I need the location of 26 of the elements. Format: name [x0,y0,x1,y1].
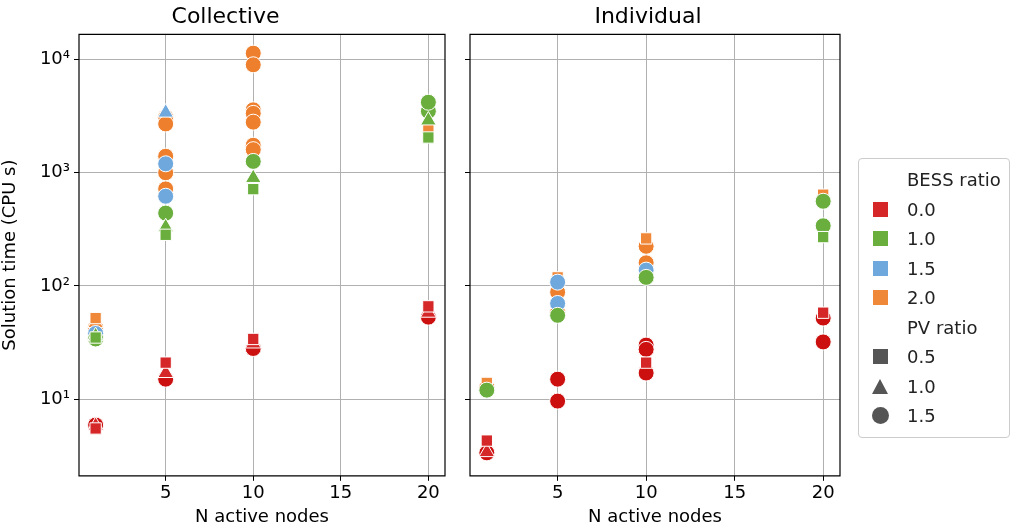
x-tick-label: 20 [811,481,835,503]
y-tick-label: 10² [39,273,70,295]
legend-label: 0.0 [907,198,936,220]
legend-label: 1.0 [907,375,936,397]
x-tick-label: 10 [241,481,265,503]
legend-label: 1.5 [907,405,936,427]
x-tick-label: 5 [551,481,564,503]
y-tick-label: 10⁴ [39,47,70,69]
text: BESS ratio [907,169,1001,191]
x-tick-label: 10 [634,481,658,503]
chart-title: Collective [171,2,280,28]
text: PV ratio [907,316,978,338]
x-tick-label: 15 [723,481,747,503]
y-tick-label: 10¹ [39,386,70,408]
x-tick-label: 15 [329,481,353,503]
chart-title: Individual [594,2,702,28]
legend-label: 1.5 [907,257,936,279]
y-axis-title: Solution time (CPU s) [0,159,20,351]
legend-label: 2.0 [907,287,936,309]
legend-label: 1.0 [907,228,936,250]
x-tick-label: 20 [416,481,440,503]
legend-label: 0.5 [907,346,936,368]
x-tick-label: 5 [159,481,172,503]
y-tick-label: 10³ [39,160,70,182]
x-axis-title: N active nodes [195,504,329,526]
x-axis-title: N active nodes [588,504,722,526]
